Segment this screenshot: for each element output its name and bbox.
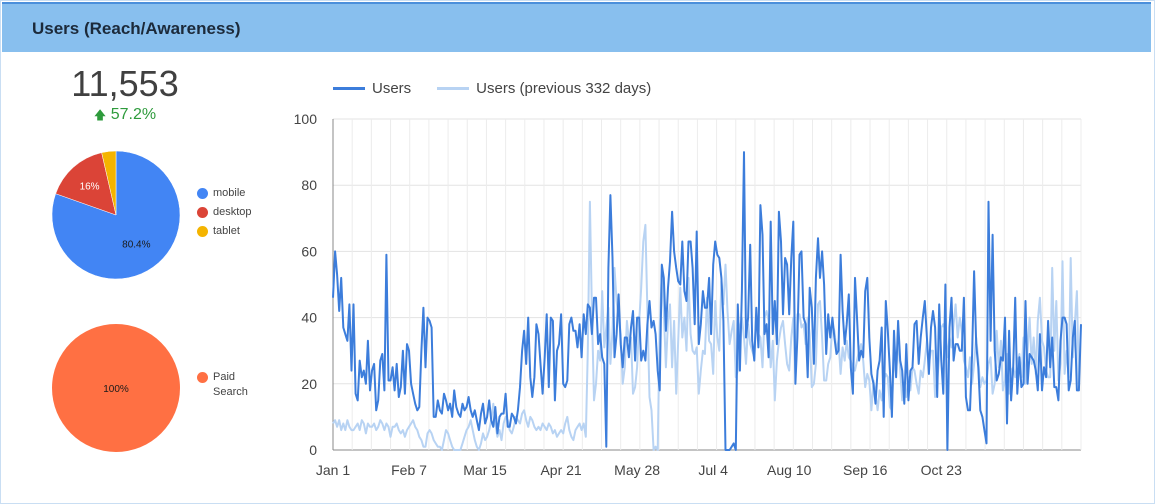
report-header: Users (Reach/Awareness) xyxy=(2,2,1151,52)
x-tick-label: Oct 23 xyxy=(921,462,962,478)
device-legend-label-desktop: desktop xyxy=(213,206,252,218)
y-tick-label: 0 xyxy=(309,442,317,458)
device-legend-dot-mobile xyxy=(197,188,208,199)
channel-legend-label-paid-search: Paid Search xyxy=(213,371,248,398)
x-tick-label: Sep 16 xyxy=(843,462,888,478)
channel-label-paid-search: 100% xyxy=(103,384,129,395)
channel-slice-paid-search[interactable] xyxy=(52,324,180,452)
series-line-users-previous-332-days[interactable] xyxy=(332,200,1080,451)
channel-legend: Paid Search xyxy=(197,370,248,404)
users-delta-value: 57.2% xyxy=(110,106,157,123)
x-tick-label: Apr 21 xyxy=(540,462,581,478)
x-tick-label: Feb 7 xyxy=(391,462,427,478)
channel-legend-item-paid-search[interactable]: Paid Search xyxy=(197,370,248,400)
y-tick-label: 40 xyxy=(301,310,317,326)
y-tick-label: 20 xyxy=(301,376,317,392)
legend-swatch-users xyxy=(333,87,365,90)
device-category-pie-chart[interactable]: 80.4% 16% xyxy=(50,149,182,281)
device-label-desktop: 16% xyxy=(80,181,100,192)
channel-pie-chart[interactable]: 100% xyxy=(50,322,182,454)
legend-swatch-users-previous xyxy=(437,87,470,90)
report-title: Users (Reach/Awareness) xyxy=(32,19,241,38)
users-scorecard[interactable]: 11,553 🡅 57.2% xyxy=(60,64,190,127)
legend-entry-users[interactable]: Users xyxy=(333,80,411,97)
x-tick-label: Mar 15 xyxy=(463,462,507,478)
device-legend-item-tablet[interactable]: tablet xyxy=(197,224,252,239)
x-tick-label: May 28 xyxy=(614,462,660,478)
device-category-legend: mobile desktop tablet xyxy=(197,186,252,243)
y-tick-label: 60 xyxy=(301,243,317,259)
device-legend-item-desktop[interactable]: desktop xyxy=(197,205,252,220)
x-tick-label: Jan 1 xyxy=(316,462,350,478)
arrow-up-icon: 🡅 xyxy=(93,108,107,122)
legend-entry-users-previous[interactable]: Users (previous 332 days) xyxy=(437,80,651,97)
device-legend-label-mobile: mobile xyxy=(213,187,246,199)
legend-label-users: Users xyxy=(372,80,412,97)
device-slice-desktop[interactable] xyxy=(55,152,117,216)
x-tick-label: Jul 4 xyxy=(698,462,728,478)
device-slice-tablet[interactable] xyxy=(101,150,117,216)
users-delta: 🡅 57.2% xyxy=(60,106,190,127)
device-legend-dot-desktop xyxy=(197,207,208,218)
x-tick-label: Aug 10 xyxy=(767,462,812,478)
series-line-users[interactable] xyxy=(332,151,1082,451)
line-chart-legend: Users Users (previous 332 days) xyxy=(333,80,677,97)
users-total-value: 11,553 xyxy=(71,63,179,104)
device-legend-item-mobile[interactable]: mobile xyxy=(197,186,252,201)
y-tick-label: 100 xyxy=(294,111,318,127)
device-legend-dot-tablet xyxy=(197,226,208,237)
legend-label-users-previous: Users (previous 332 days) xyxy=(476,80,652,97)
channel-legend-dot-paid-search xyxy=(197,372,208,383)
y-tick-label: 80 xyxy=(301,177,317,193)
device-label-mobile: 80.4% xyxy=(122,240,150,251)
device-legend-label-tablet: tablet xyxy=(213,225,240,237)
